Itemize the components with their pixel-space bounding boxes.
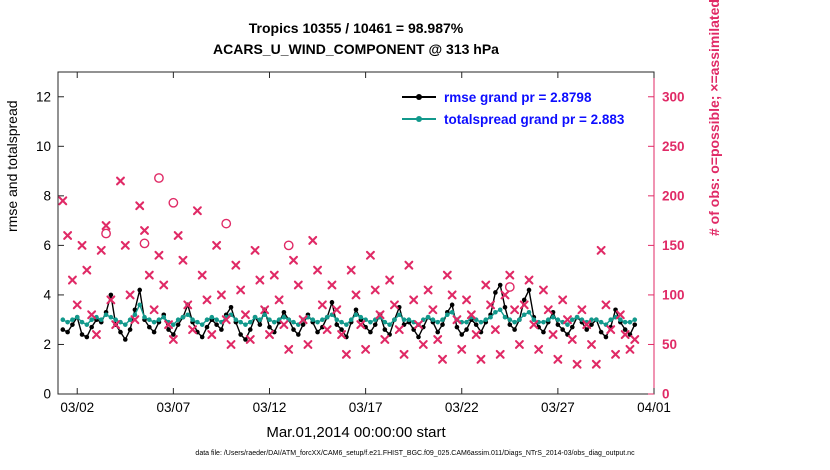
- data-file-path: data file: /Users/raeder/DAI/ATM_forcXX/…: [195, 450, 635, 457]
- legend-item-totalspread: totalspread grand pr = 2.883: [402, 108, 624, 130]
- svg-text:03/02: 03/02: [60, 400, 94, 415]
- totalspread-line-marker-icon: [402, 114, 436, 124]
- svg-text:4: 4: [43, 287, 51, 302]
- svg-text:200: 200: [662, 188, 685, 203]
- rmse-line-marker-icon: [402, 92, 436, 102]
- svg-text:8: 8: [43, 188, 51, 203]
- legend: rmse grand pr = 2.8798 totalspread grand…: [402, 86, 624, 130]
- svg-text:03/07: 03/07: [156, 400, 190, 415]
- svg-text:0: 0: [662, 387, 670, 402]
- svg-text:6: 6: [43, 238, 51, 253]
- svg-text:03/22: 03/22: [445, 400, 479, 415]
- svg-text:150: 150: [662, 238, 685, 253]
- svg-text:300: 300: [662, 89, 685, 104]
- legend-label-totalspread: totalspread grand pr = 2.883: [444, 111, 625, 127]
- x-axis-label: Mar.01,2014 00:00:00 start: [266, 424, 446, 441]
- title-line-2: ACARS_U_WIND_COMPONENT @ 313 hPa: [213, 41, 499, 57]
- svg-text:10: 10: [36, 139, 51, 154]
- svg-text:50: 50: [662, 337, 677, 352]
- svg-text:2: 2: [43, 337, 51, 352]
- title-line-1: Tropics 10355 / 10461 = 98.987%: [248, 20, 464, 36]
- svg-text:100: 100: [662, 287, 685, 302]
- legend-label-rmse: rmse grand pr = 2.8798: [444, 89, 592, 105]
- svg-text:12: 12: [36, 89, 51, 104]
- svg-text:03/27: 03/27: [541, 400, 575, 415]
- svg-text:04/01: 04/01: [637, 400, 671, 415]
- svg-text:03/12: 03/12: [253, 400, 287, 415]
- legend-item-rmse: rmse grand pr = 2.8798: [402, 86, 624, 108]
- svg-text:03/17: 03/17: [349, 400, 383, 415]
- svg-text:250: 250: [662, 139, 685, 154]
- chart-titles: Tropics 10355 / 10461 = 98.987% ACARS_U_…: [58, 18, 654, 60]
- svg-text:0: 0: [43, 387, 51, 402]
